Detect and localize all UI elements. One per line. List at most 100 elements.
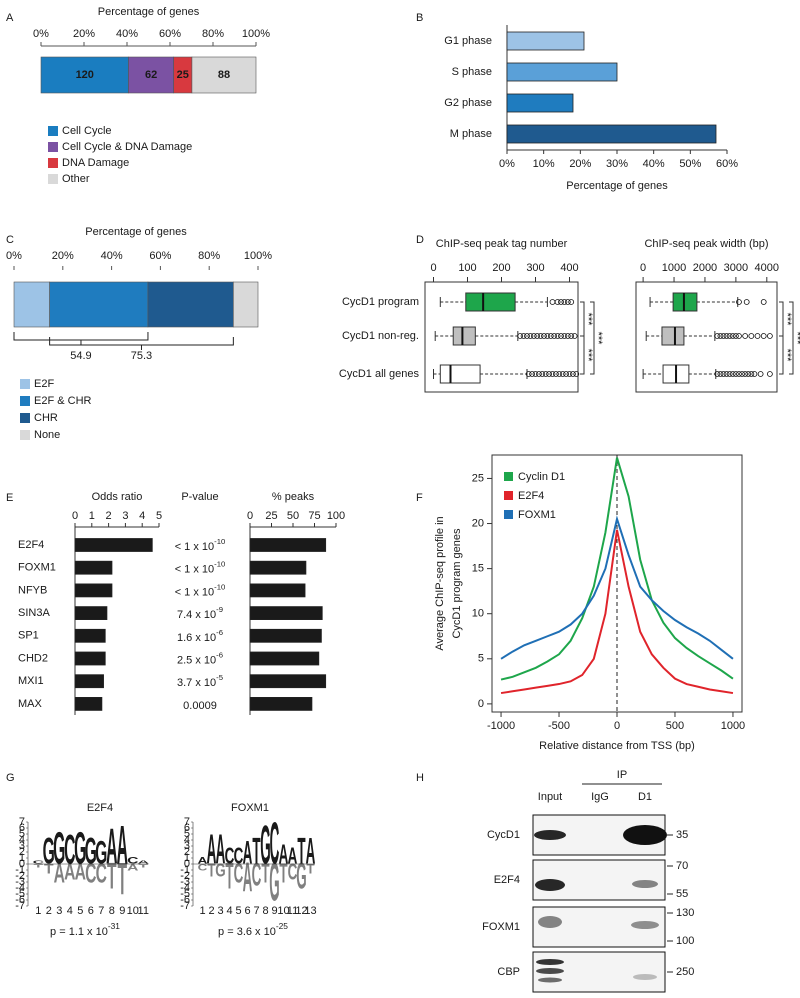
- x-tick-label: 3: [217, 905, 223, 917]
- y-tick-label: 0: [19, 858, 25, 870]
- logo-letter: T: [138, 864, 148, 869]
- logo-letter: G: [74, 823, 86, 874]
- outlier: [556, 371, 563, 377]
- p-value: 0.0009: [183, 700, 217, 712]
- outlier: [561, 333, 568, 339]
- outlier: [559, 371, 566, 377]
- x-tick-label: 20%: [569, 158, 591, 170]
- outlier: [549, 299, 556, 305]
- logo-letter: C: [234, 857, 244, 889]
- x-axis-label: Relative distance from TSS (bp): [539, 740, 695, 752]
- logo-p-value: p = 3.6 x 10-25: [218, 921, 288, 938]
- bar: [74, 583, 113, 598]
- marker-label: 100: [676, 935, 694, 947]
- bar-segment: [233, 281, 259, 328]
- outlier: [558, 299, 564, 305]
- outlier: [530, 333, 537, 339]
- logo-letter: A: [127, 862, 138, 873]
- x-tick-label: 1000: [721, 720, 745, 732]
- outlier: [571, 333, 578, 339]
- bar: [249, 560, 307, 575]
- p-value: < 1 x 10-10: [175, 537, 226, 553]
- x-tick-label: 6: [88, 905, 94, 917]
- x-tick-label: 7: [253, 905, 259, 917]
- x-tick-label: 40%: [643, 158, 665, 170]
- y-axis-label: CycD1 program genes: [451, 528, 463, 639]
- category-label: CycD1 program: [342, 296, 419, 308]
- outlier: [534, 333, 541, 339]
- x-tick-label: 60%: [149, 250, 171, 262]
- x-tick-label: 2000: [693, 262, 717, 274]
- logo-letter: A: [117, 813, 128, 876]
- legend-label: None: [34, 429, 60, 441]
- outlier: [723, 333, 730, 339]
- y-tick-label: -1: [180, 864, 190, 876]
- outlier: [742, 333, 749, 339]
- outlier: [748, 371, 755, 377]
- legend-label: FOXM1: [518, 509, 556, 521]
- x-tick-label: 4000: [755, 262, 779, 274]
- outlier: [525, 371, 532, 377]
- logo-letter: T: [306, 861, 315, 876]
- box: [465, 292, 516, 312]
- x-tick-label: 25: [265, 510, 277, 522]
- logo-letter: G: [85, 830, 97, 872]
- logo-letter: A: [75, 860, 86, 886]
- outlier: [766, 371, 773, 377]
- box: [661, 326, 685, 346]
- x-tick-label: 7: [98, 905, 104, 917]
- x-tick-label: 300: [526, 262, 544, 274]
- x-tick-label: 30%: [606, 158, 628, 170]
- legend-swatch: [20, 396, 30, 406]
- lane-label: IP: [617, 769, 627, 781]
- outlier: [547, 333, 554, 339]
- logo-letter: T: [33, 864, 43, 869]
- y-tick-label: 5: [19, 828, 25, 840]
- x-tick-label: 1000: [662, 262, 686, 274]
- x-tick-label: 1: [35, 905, 41, 917]
- x-tick-label: 5: [77, 905, 83, 917]
- y-tick-label: 20: [472, 517, 484, 529]
- logo-letter: G: [95, 836, 107, 872]
- outlier: [527, 333, 534, 339]
- p-value-base: < 1 x 10: [175, 564, 214, 576]
- y-tick-label: -6: [15, 894, 25, 906]
- outlier: [551, 333, 558, 339]
- outlier: [554, 333, 561, 339]
- outlier: [720, 371, 727, 377]
- outlier: [558, 333, 564, 339]
- outlier: [743, 299, 750, 305]
- band: [538, 977, 562, 983]
- bar: [249, 697, 313, 711]
- outlier: [537, 333, 544, 339]
- logo-letter: A: [207, 827, 217, 873]
- outlier: [729, 333, 736, 339]
- outlier: [568, 333, 575, 339]
- x-tick-label: 40%: [116, 28, 138, 40]
- x-tick-label: 75: [308, 510, 320, 522]
- x-tick-label: 40%: [101, 250, 123, 262]
- panel-label: D: [416, 234, 424, 246]
- y-tick-label: 2: [184, 846, 190, 858]
- p-value-exponent: -10: [214, 537, 225, 546]
- logo-letter: A: [243, 855, 253, 901]
- category-label: S phase: [452, 66, 492, 78]
- x-tick-label: 50: [287, 510, 299, 522]
- outlier: [717, 333, 724, 339]
- logo-letter: T: [252, 830, 260, 871]
- y-tick-label: 3: [19, 840, 25, 852]
- x-tick-label: -500: [548, 720, 570, 732]
- x-tick-label: 10: [277, 905, 289, 917]
- legend-label: Cell Cycle: [62, 125, 112, 137]
- logo-letter: T: [297, 830, 305, 871]
- bracket: [49, 337, 234, 350]
- bar: [249, 674, 327, 689]
- outlier: [723, 371, 730, 377]
- chart-title: Percentage of genes: [98, 6, 200, 18]
- outlier: [542, 371, 549, 377]
- logo-letter: C: [288, 859, 298, 885]
- line: [500, 457, 734, 681]
- y-tick-label: 7: [19, 816, 25, 828]
- y-tick-label: -1: [15, 864, 25, 876]
- outlier: [714, 371, 721, 377]
